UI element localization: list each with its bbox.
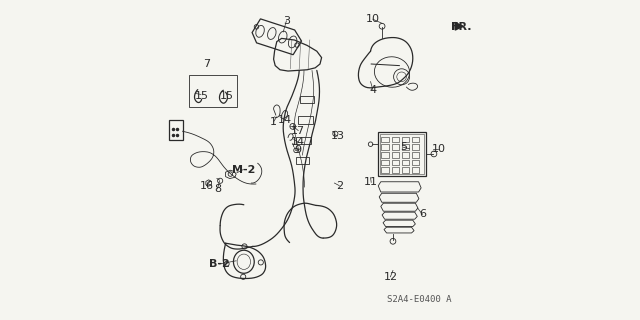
Text: 15: 15 (195, 91, 209, 101)
Text: B-2: B-2 (209, 259, 230, 269)
Bar (296, 137, 311, 144)
Bar (381, 137, 389, 142)
Text: 10: 10 (431, 144, 445, 154)
Bar (402, 160, 410, 165)
Bar (392, 137, 399, 142)
Text: 4: 4 (369, 84, 376, 95)
Text: 11: 11 (364, 177, 378, 188)
Bar (402, 137, 410, 142)
Text: 14: 14 (278, 115, 292, 125)
Text: 15: 15 (220, 91, 234, 101)
Bar (412, 144, 419, 150)
Bar (412, 167, 419, 173)
Text: FR.: FR. (451, 22, 472, 32)
Text: 12: 12 (383, 272, 397, 282)
Text: 5: 5 (400, 142, 406, 152)
Bar (381, 144, 389, 150)
Bar (412, 152, 419, 158)
Text: 1: 1 (270, 116, 277, 127)
Text: 9: 9 (294, 145, 301, 156)
Bar (392, 144, 399, 150)
Text: 13: 13 (331, 131, 344, 141)
Text: 7: 7 (203, 59, 210, 69)
Text: 10: 10 (366, 14, 380, 24)
Bar (300, 96, 314, 103)
Text: M-2: M-2 (232, 164, 255, 175)
Text: 8: 8 (214, 184, 221, 194)
Text: 2: 2 (335, 180, 343, 191)
Bar (380, 134, 424, 174)
Bar (392, 160, 399, 165)
Bar (392, 167, 399, 173)
Bar (392, 152, 399, 158)
Bar (412, 160, 419, 165)
Bar (381, 167, 389, 173)
Text: 14: 14 (291, 137, 305, 148)
Bar (378, 132, 426, 176)
Text: 16: 16 (200, 180, 213, 191)
Bar (412, 137, 419, 142)
Bar (298, 116, 314, 124)
Text: 6: 6 (419, 209, 426, 220)
Text: S2A4-E0400 A: S2A4-E0400 A (387, 295, 451, 304)
Text: 17: 17 (291, 125, 305, 136)
Bar (189, 75, 237, 107)
Bar (402, 152, 410, 158)
Bar (381, 160, 389, 165)
Bar (402, 144, 410, 150)
Bar (381, 152, 389, 158)
Bar (402, 167, 410, 173)
Text: 3: 3 (283, 16, 290, 26)
Bar (296, 157, 310, 164)
